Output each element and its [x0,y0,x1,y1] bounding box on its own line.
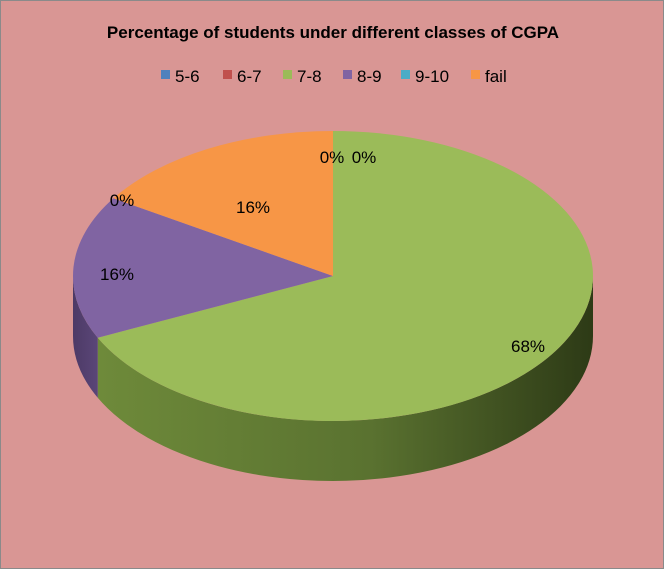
legend-swatch-5-6 [161,70,170,79]
data-label-fail: 16% [236,198,270,217]
data-label-7-8: 68% [511,337,545,356]
legend-label-7-8: 7-8 [297,67,322,86]
slice-7-8 [97,131,593,421]
pie-sides [73,276,593,482]
legend-swatch-fail [471,70,480,79]
legend-swatch-6-7 [223,70,232,79]
legend-label-9-10: 9-10 [415,67,449,86]
data-label-9-10: 0% [110,191,135,210]
slice-side-7-8 [97,276,593,482]
chart-title: Percentage of students under different c… [107,23,559,42]
legend: 5-6 6-7 7-8 8-9 9-10 fail [161,67,507,86]
legend-label-8-9: 8-9 [357,67,382,86]
pie-slices [72,131,593,421]
slice-side-8-9 [73,276,98,398]
legend-label-5-6: 5-6 [175,67,200,86]
legend-swatch-8-9 [343,70,352,79]
data-labels: 0% 0% 68% 16% 0% 16% [100,148,545,356]
slice-8-9 [72,198,333,338]
legend-swatch-7-8 [283,70,292,79]
data-label-8-9: 16% [100,265,134,284]
legend-label-fail: fail [485,67,507,86]
data-label-5-6: 0% [320,148,345,167]
legend-swatch-9-10 [401,70,410,79]
slice-fail [113,131,334,276]
legend-label-6-7: 6-7 [237,67,262,86]
data-label-6-7: 0% [352,148,377,167]
